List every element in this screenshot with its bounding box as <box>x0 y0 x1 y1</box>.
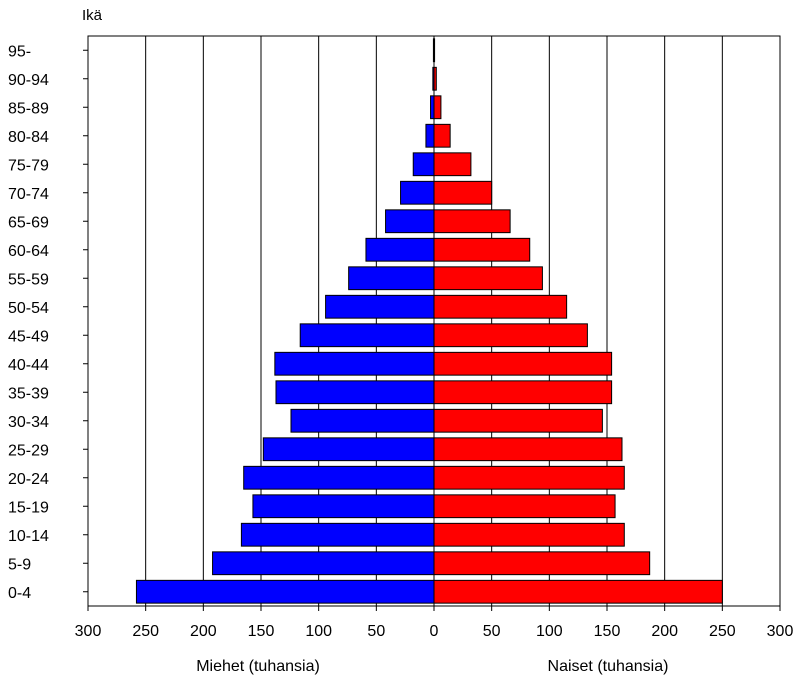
x-tick-label-right: 50 <box>483 623 501 640</box>
bar-women-80-84 <box>433 123 451 148</box>
bar-men-70-74 <box>400 180 435 205</box>
y-category-label: 60-64 <box>8 243 49 260</box>
y-category-label: 15-19 <box>8 499 49 516</box>
x-axis-title-right: Naiset (tuhansia) <box>548 658 669 675</box>
bar-women-25-29 <box>433 437 623 462</box>
y-axis-title: Ikä <box>82 7 103 24</box>
bar-women-75-79 <box>433 152 472 177</box>
bar-women-40-44 <box>433 351 613 376</box>
y-category-label: 5-9 <box>8 556 31 573</box>
bar-men-80-84 <box>425 123 435 148</box>
x-tick-label-right: 150 <box>594 623 621 640</box>
y-category-label: 45-49 <box>8 328 49 345</box>
bar-men-10-14 <box>240 522 435 547</box>
bar-women-85-89 <box>433 95 442 120</box>
y-category-label: 35-39 <box>8 385 49 402</box>
bar-men-55-59 <box>348 266 435 291</box>
x-tick-label-right: 200 <box>651 623 678 640</box>
bars-layer <box>135 38 723 604</box>
y-category-label: 0-4 <box>8 585 31 602</box>
bar-men-45-49 <box>299 323 435 348</box>
bar-women-95- <box>433 38 436 63</box>
bar-men-85-89 <box>430 95 435 120</box>
y-category-label: 50-54 <box>8 300 49 317</box>
bar-men-40-44 <box>274 351 435 376</box>
y-category-label: 85-89 <box>8 100 49 117</box>
bar-women-20-24 <box>433 465 625 490</box>
bar-men-0-4 <box>135 579 435 604</box>
bar-women-35-39 <box>433 380 613 405</box>
y-category-label: 70-74 <box>8 186 49 203</box>
x-tick-label-left: 150 <box>248 623 275 640</box>
x-tick-label-left: 0 <box>430 623 439 640</box>
bar-men-60-64 <box>365 237 435 262</box>
y-category-label: 80-84 <box>8 129 49 146</box>
bar-women-10-14 <box>433 522 625 547</box>
y-category-label: 55-59 <box>8 271 49 288</box>
bar-men-15-19 <box>252 494 435 519</box>
bar-men-65-69 <box>385 209 435 234</box>
bar-men-50-54 <box>325 294 435 319</box>
bar-women-30-34 <box>433 408 603 433</box>
bar-men-35-39 <box>275 380 435 405</box>
x-tick-label-left: 200 <box>190 623 217 640</box>
grid-layer <box>87 36 781 606</box>
bar-women-90-94 <box>433 66 437 91</box>
bar-women-60-64 <box>433 237 531 262</box>
x-axis-title-left: Miehet (tuhansia) <box>196 658 320 675</box>
y-category-label: 10-14 <box>8 528 49 545</box>
bar-women-55-59 <box>433 266 543 291</box>
bar-women-0-4 <box>433 579 723 604</box>
bar-women-45-49 <box>433 323 588 348</box>
bar-women-65-69 <box>433 209 511 234</box>
bar-women-5-9 <box>433 551 651 576</box>
bar-men-30-34 <box>290 408 435 433</box>
bar-men-75-79 <box>412 152 435 177</box>
bar-men-20-24 <box>243 465 435 490</box>
y-category-label: 95- <box>8 43 31 60</box>
y-category-label: 65-69 <box>8 214 49 231</box>
y-category-label: 30-34 <box>8 414 49 431</box>
x-tick-label-right: 100 <box>536 623 563 640</box>
y-category-label: 90-94 <box>8 72 49 89</box>
frame-layer <box>83 35 781 611</box>
bar-men-5-9 <box>212 551 435 576</box>
x-tick-label-left: 250 <box>132 623 159 640</box>
bar-men-25-29 <box>262 437 435 462</box>
bar-women-70-74 <box>433 180 493 205</box>
bar-women-15-19 <box>433 494 616 519</box>
y-category-label: 40-44 <box>8 357 49 374</box>
x-tick-label-left: 300 <box>75 623 102 640</box>
y-category-label: 20-24 <box>8 471 49 488</box>
x-tick-label-left: 100 <box>305 623 332 640</box>
labels-layer: 95- 90-94 85-89 80-84 75-79 70-74 65-69 60-64 55… <box>8 43 793 640</box>
y-category-label: 25-29 <box>8 442 49 459</box>
bar-women-50-54 <box>433 294 568 319</box>
x-tick-label-right: 250 <box>709 623 736 640</box>
x-tick-label-right: 300 <box>767 623 794 640</box>
x-tick-label-left: 50 <box>367 623 385 640</box>
y-category-label: 75-79 <box>8 157 49 174</box>
